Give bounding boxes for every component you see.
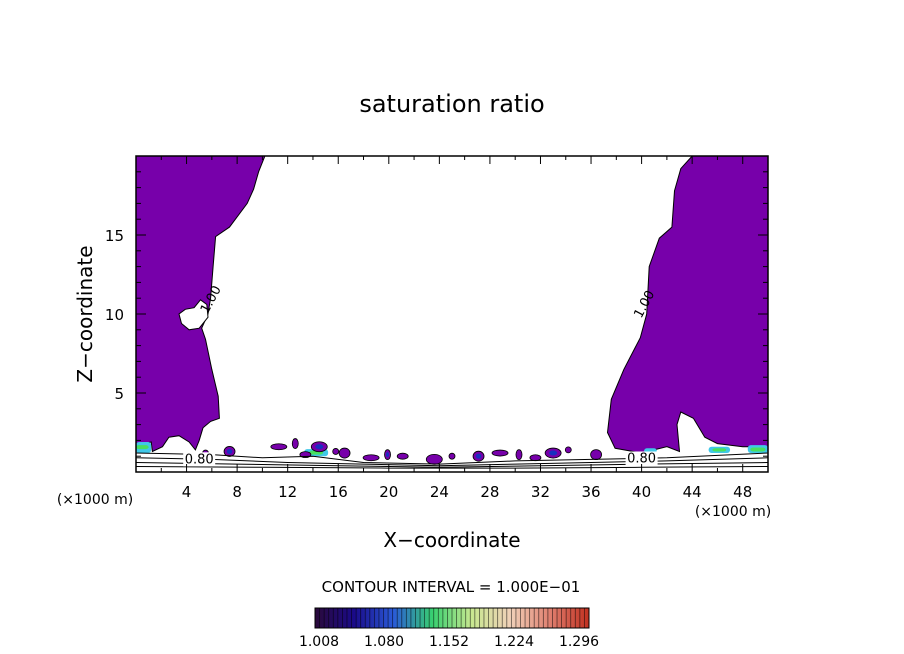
contour-label-2: 0.80 bbox=[185, 452, 214, 467]
y-axis-title: Z−coordinate bbox=[73, 245, 97, 382]
x-unit-left: (×1000 m) bbox=[57, 492, 133, 508]
contour-interval: CONTOUR INTERVAL = 1.000E−01 bbox=[322, 578, 581, 596]
colorbar-label-3: 1.224 bbox=[494, 634, 534, 650]
contour-label-3: 0.80 bbox=[627, 452, 656, 467]
low-level-blob-10 bbox=[396, 452, 409, 460]
low-level-blob-3 bbox=[291, 438, 299, 449]
x-tick-label-9: 40 bbox=[632, 483, 651, 501]
x-unit-right: (×1000 m) bbox=[695, 504, 771, 520]
subsaturated-hole bbox=[178, 299, 209, 331]
x-tick-label-6: 28 bbox=[480, 483, 499, 501]
low-level-blob-2 bbox=[270, 443, 288, 451]
low-level-blob-16 bbox=[529, 454, 542, 462]
x-tick-label-1: 8 bbox=[232, 483, 242, 501]
low-level-blob-core-5 bbox=[315, 444, 324, 450]
x-axis-title: X−coordinate bbox=[383, 528, 520, 552]
y-tick-label-1: 10 bbox=[105, 306, 124, 324]
contour-line-3 bbox=[135, 466, 769, 469]
x-tick-label-0: 4 bbox=[182, 483, 192, 501]
colorbar-label-2: 1.152 bbox=[429, 634, 469, 650]
low-level-band-1 bbox=[136, 445, 149, 450]
low-level-blob-7 bbox=[338, 447, 351, 459]
low-level-blob-8 bbox=[362, 454, 380, 462]
low-level-blob-core-17 bbox=[549, 450, 558, 456]
colorbar-label-1: 1.080 bbox=[364, 634, 404, 650]
colorbar: 1.008 1.080 1.152 1.224 1.296 bbox=[299, 607, 599, 650]
y-tick-label-0: 5 bbox=[114, 385, 124, 403]
low-level-band-5 bbox=[712, 448, 727, 452]
x-tick-label-8: 36 bbox=[581, 483, 600, 501]
x-tick-label-11: 48 bbox=[733, 483, 752, 501]
low-level-blob-6 bbox=[332, 448, 340, 455]
colorbar-label-0: 1.008 bbox=[299, 634, 339, 650]
low-level-blob-11 bbox=[425, 453, 443, 465]
x-tick-label-2: 12 bbox=[278, 483, 297, 501]
colorbar-label-4: 1.296 bbox=[559, 634, 599, 650]
low-level-blob-18 bbox=[564, 446, 572, 454]
x-tick-label-7: 32 bbox=[531, 483, 550, 501]
low-level-blob-core-1 bbox=[226, 448, 233, 454]
chart-title: saturation ratio bbox=[359, 90, 544, 118]
x-tick-label-10: 44 bbox=[683, 483, 702, 501]
low-level-blob-12 bbox=[448, 452, 456, 460]
x-tick-label-4: 20 bbox=[379, 483, 398, 501]
y-axis: 5 10 15 bbox=[105, 171, 768, 457]
low-level-blob-core-9 bbox=[386, 452, 390, 458]
x-axis: 4 8 12 16 20 24 28 32 36 40 44 48 bbox=[160, 156, 752, 501]
low-level-band-7 bbox=[750, 447, 766, 452]
x-tick-label-3: 16 bbox=[329, 483, 348, 501]
low-level-blob-15 bbox=[515, 449, 523, 461]
supersaturated-region-right bbox=[606, 155, 769, 454]
colorbar-frame bbox=[314, 607, 590, 629]
low-level-blob-core-13 bbox=[475, 453, 482, 459]
x-tick-label-5: 24 bbox=[430, 483, 449, 501]
y-tick-label-2: 15 bbox=[105, 227, 124, 245]
low-level-blob-19 bbox=[590, 449, 602, 461]
low-level-blob-14 bbox=[491, 449, 509, 457]
plot-fills bbox=[135, 155, 769, 465]
